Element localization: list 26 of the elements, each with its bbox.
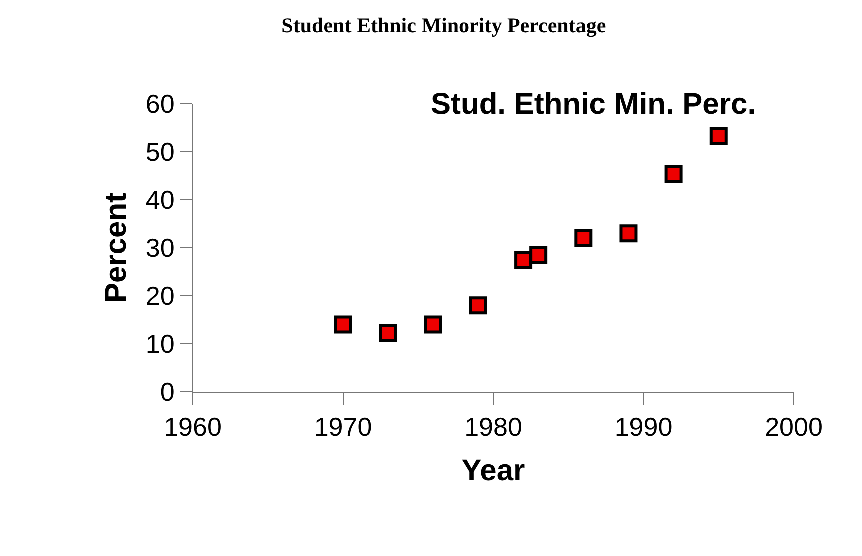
x-tick-label: 1980 (464, 412, 522, 442)
x-tick-label: 1960 (164, 412, 222, 442)
point (710, 127, 728, 146)
y-tick-label: 20 (146, 281, 175, 312)
chart-title: Student Ethnic Minority Percentage (282, 13, 606, 38)
y-axis-title: Percent (100, 192, 133, 304)
point (469, 296, 488, 315)
point (424, 316, 442, 334)
y-tick-label: 0 (160, 377, 175, 408)
y-tick-label: 60 (146, 89, 175, 120)
point (574, 229, 593, 248)
point (514, 251, 533, 269)
y-tick-label: 10 (146, 329, 175, 360)
point (664, 165, 683, 184)
x-tick-label: 2000 (765, 412, 823, 442)
point (379, 324, 398, 342)
x-axis-title: Year (462, 454, 526, 488)
point (620, 224, 638, 243)
y-tick-label: 30 (146, 233, 175, 264)
chart-subtitle: Stud. Ethnic Min. Perc. (431, 88, 756, 121)
x-tick-label: 1990 (614, 412, 673, 442)
y-tick-label: 40 (146, 185, 175, 216)
point (530, 246, 548, 264)
y-tick-label: 50 (146, 137, 175, 168)
point (334, 316, 352, 334)
x-tick-label: 1970 (314, 412, 372, 442)
